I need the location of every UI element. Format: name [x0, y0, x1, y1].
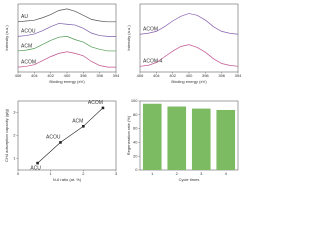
x-tick-label: 404 [31, 73, 38, 78]
series-label: AU [21, 14, 28, 20]
y-axis-label: Intensity (a.u.) [4, 25, 9, 51]
x-tick-label: 0 [17, 171, 20, 176]
y-tick-label: 100 [131, 98, 138, 103]
series-label: ACOM-4 [143, 59, 163, 65]
x-tick-label: 400 [186, 73, 193, 78]
point-label: ACU [30, 165, 41, 171]
y-tick-label: 60 [133, 126, 138, 131]
x-tick-label: 404 [153, 73, 160, 78]
spectrum-line [17, 23, 116, 37]
x-tick-label: 398 [202, 73, 209, 78]
y-tick-label: 2 [13, 133, 16, 138]
bar [167, 106, 187, 170]
x-tick-label: 402 [169, 73, 176, 78]
y-tick-label: 20 [133, 153, 138, 158]
y-tick-label: 0 [135, 167, 138, 172]
bar [191, 108, 211, 170]
x-tick-label: 406 [15, 73, 22, 78]
x-tick-label: 1 [151, 171, 154, 176]
plot-frame [17, 100, 117, 171]
point-label: ACM [72, 119, 83, 125]
spectrum-line [17, 8, 116, 23]
x-axis-label: Binding energy (eV) [171, 79, 207, 84]
point [59, 141, 62, 144]
point [36, 161, 39, 165]
x-tick-label: 398 [80, 73, 87, 78]
x-tick-label: 406 [137, 73, 144, 78]
x-tick-label: 4 [225, 171, 228, 176]
spectrum-line [17, 36, 116, 52]
x-tick-label: 400 [64, 73, 71, 78]
x-axis-label: N-6 ratio (at. %) [53, 177, 82, 182]
trend-line [37, 107, 104, 164]
x-tick-label: 394 [113, 73, 120, 78]
series-label: ACM [21, 43, 32, 49]
y-axis-label: CH4 adsorption capacity (g/g) [4, 108, 9, 162]
spectrum-line [17, 51, 116, 68]
series-label: ACOU [21, 29, 36, 35]
point [101, 106, 105, 110]
x-tick-label: 396 [218, 73, 225, 78]
point [82, 125, 85, 128]
bar [216, 109, 236, 170]
spectrum-line [139, 44, 239, 67]
x-tick-label: 402 [47, 73, 54, 78]
point-label: ACOM [88, 100, 103, 106]
y-tick-label: 80 [133, 112, 138, 117]
y-axis-label: Intensity (a.u.) [126, 25, 131, 51]
y-tick-label: 40 [133, 139, 138, 144]
y-tick-label: 1 [13, 156, 16, 161]
x-tick-label: 2 [176, 171, 179, 176]
plot-frame [139, 100, 239, 171]
bar [142, 103, 162, 170]
x-tick-label: 2 [82, 171, 85, 176]
x-tick-label: 396 [96, 73, 103, 78]
x-axis-label: Cycle times [179, 177, 200, 182]
point-label: ACOU [46, 135, 61, 141]
series-label: ACOM [143, 27, 158, 33]
x-tick-label: 1 [50, 171, 53, 176]
y-axis-label: Regeneration rate (%) [126, 115, 131, 155]
y-tick-label: 3 [13, 110, 16, 115]
spectrum-line [139, 13, 239, 35]
x-tick-label: 394 [235, 73, 242, 78]
x-tick-label: 3 [200, 171, 203, 176]
x-axis-label: Binding energy (eV) [49, 79, 85, 84]
series-label: ACOM [21, 59, 36, 65]
x-tick-label: 3 [115, 171, 118, 176]
